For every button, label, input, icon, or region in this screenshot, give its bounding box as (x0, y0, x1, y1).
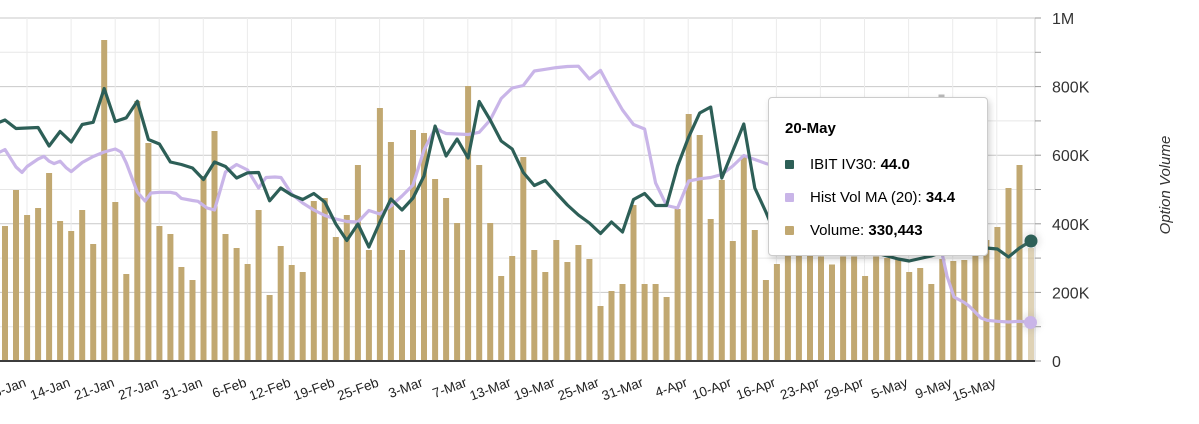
svg-text:25-Mar: 25-Mar (556, 375, 602, 404)
svg-text:400K: 400K (1052, 217, 1090, 234)
svg-text:27-Jan: 27-Jan (116, 375, 160, 403)
svg-text:19-Feb: 19-Feb (291, 375, 336, 404)
svg-text:31-Jan: 31-Jan (160, 375, 204, 403)
svg-text:9-May: 9-May (913, 375, 954, 402)
svg-text:200K: 200K (1052, 285, 1090, 302)
svg-text:15-May: 15-May (950, 375, 998, 405)
svg-text:8-Jan: 8-Jan (0, 375, 28, 401)
svg-text:10-Apr: 10-Apr (690, 375, 734, 403)
svg-text:19-Mar: 19-Mar (512, 375, 558, 404)
svg-text:Option Volume: Option Volume (1157, 136, 1174, 235)
svg-text:3-Mar: 3-Mar (386, 375, 425, 401)
svg-text:16-Apr: 16-Apr (734, 375, 778, 403)
svg-text:600K: 600K (1052, 148, 1090, 165)
svg-text:6-Feb: 6-Feb (210, 375, 248, 401)
svg-text:4-Apr: 4-Apr (653, 375, 690, 401)
svg-text:12-Feb: 12-Feb (247, 375, 292, 404)
svg-text:800K: 800K (1052, 80, 1090, 97)
svg-text:23-Apr: 23-Apr (778, 375, 822, 403)
svg-text:14-Jan: 14-Jan (28, 375, 72, 403)
svg-text:7-Mar: 7-Mar (431, 375, 470, 401)
svg-text:21-Jan: 21-Jan (72, 375, 116, 403)
svg-text:1M: 1M (1052, 11, 1074, 28)
svg-text:29-Apr: 29-Apr (822, 375, 866, 403)
svg-text:13-Mar: 13-Mar (468, 375, 514, 404)
svg-text:0: 0 (1052, 354, 1061, 371)
svg-text:5-May: 5-May (869, 375, 910, 402)
svg-text:31-Mar: 31-Mar (600, 375, 646, 404)
svg-text:25-Feb: 25-Feb (335, 375, 380, 404)
